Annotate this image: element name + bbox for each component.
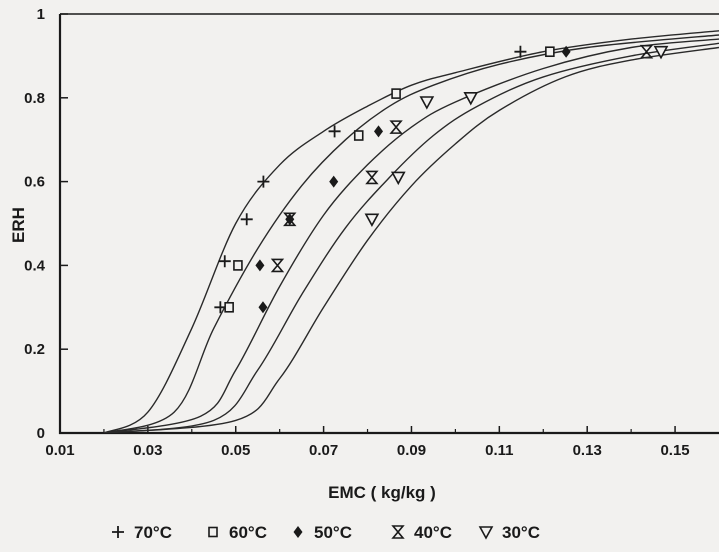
data-point-40c (389, 120, 403, 134)
y-tick-label: 0.4 (24, 257, 46, 274)
data-point-50c (374, 125, 384, 138)
data-point-30c (390, 171, 406, 186)
data-point-50c (329, 175, 339, 188)
data-point-70c (328, 125, 341, 138)
series-line-40c (103, 42, 719, 433)
series-30c (103, 45, 719, 433)
y-tick-label: 0.8 (24, 90, 45, 107)
series-50c (103, 38, 719, 433)
x-tick-label: 0.03 (133, 442, 162, 459)
data-point-60c (233, 260, 243, 271)
data-point-40c (270, 258, 285, 273)
y-tick-label: 0.6 (24, 174, 45, 191)
series-line-30c (103, 46, 719, 433)
x-axis-title: EMC ( kg/kg ) (328, 483, 436, 502)
x-tick-label: 0.07 (309, 442, 338, 459)
y-tick-label: 0 (37, 425, 45, 442)
y-axis-title: ERH (9, 207, 28, 243)
legend: 70°C 60°C 50°C 40°C 30°C (112, 523, 540, 542)
x-tick-label: 0.09 (397, 442, 426, 459)
data-point-60c (224, 301, 234, 313)
data-point-60c (545, 46, 555, 58)
legend-marker-70c (112, 526, 124, 538)
data-point-50c (258, 301, 268, 314)
data-point-60c (391, 88, 401, 99)
data-point-30c (364, 213, 380, 227)
x-tick-label: 0.15 (660, 442, 689, 459)
legend-label-60c: 60°C (229, 523, 267, 542)
x-tick-label: 0.13 (573, 442, 602, 459)
legend-marker-50c (293, 526, 303, 538)
data-point-70c (240, 213, 253, 226)
data-point-50c (255, 259, 265, 272)
legend-marker-40c (391, 525, 405, 539)
legend-marker-60c (208, 526, 218, 538)
legend-label-30c: 30°C (502, 523, 540, 542)
data-point-40c (639, 44, 654, 59)
y-tick-label: 1 (37, 6, 45, 23)
data-point-30c (463, 92, 479, 106)
legend-marker-30c (478, 526, 494, 540)
data-point-70c (218, 255, 231, 268)
x-tick-label: 0.01 (45, 442, 74, 459)
data-point-60c (353, 130, 364, 141)
data-point-40c (283, 212, 297, 227)
series-line-50c (103, 38, 719, 433)
data-point-40c (365, 170, 379, 185)
series-40c (103, 42, 719, 433)
series-line-60c (103, 34, 719, 433)
legend-label-40c: 40°C (414, 523, 452, 542)
data-point-50c (561, 45, 571, 58)
data-point-30c (419, 96, 435, 110)
x-tick-label: 0.11 (485, 442, 513, 459)
legend-label-50c: 50°C (314, 523, 352, 542)
data-point-30c (653, 45, 669, 60)
y-tick-label: 0.2 (24, 341, 45, 358)
data-point-70c (514, 45, 527, 58)
data-point-70c (257, 175, 270, 188)
x-tick-label: 0.05 (221, 442, 250, 459)
series-60c (103, 34, 719, 433)
legend-label-70c: 70°C (134, 523, 172, 542)
